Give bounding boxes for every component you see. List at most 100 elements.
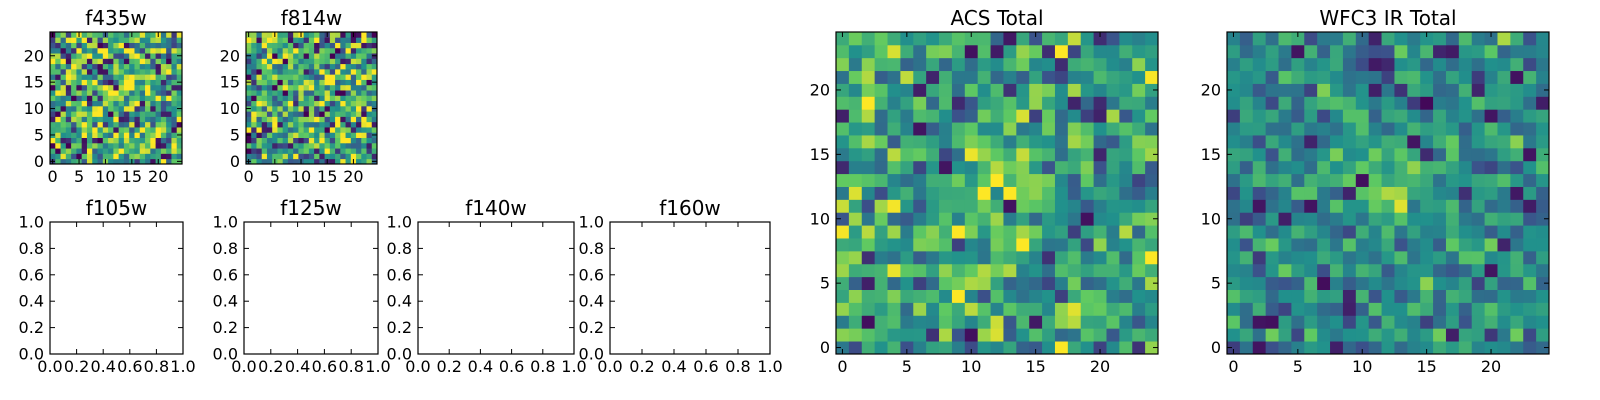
heatmap-cell bbox=[76, 42, 83, 49]
heatmap-cell bbox=[887, 57, 901, 72]
heatmap-cell bbox=[345, 121, 352, 128]
heatmap-cell bbox=[1471, 57, 1485, 72]
heatmap-cell bbox=[836, 276, 850, 290]
heatmap-cell bbox=[1433, 122, 1447, 136]
heatmap-cell bbox=[1458, 225, 1473, 239]
heatmap-cell bbox=[282, 127, 289, 133]
heatmap-cell bbox=[874, 225, 888, 239]
heatmap-cell bbox=[1304, 57, 1318, 72]
heatmap-cell bbox=[1317, 315, 1331, 329]
heatmap-cell bbox=[1317, 44, 1331, 59]
heatmap-cell bbox=[86, 121, 93, 128]
heatmap-cell bbox=[261, 105, 268, 112]
heatmap-cell bbox=[1407, 341, 1421, 355]
heatmap-cell bbox=[1484, 44, 1498, 59]
heatmap-cell bbox=[836, 212, 850, 226]
heatmap-cell bbox=[1080, 315, 1094, 329]
heatmap-cell bbox=[990, 263, 1004, 278]
heatmap-cell bbox=[298, 105, 305, 112]
heatmap-cell bbox=[1278, 276, 1292, 290]
heatmap-cell bbox=[329, 95, 336, 102]
y-tick-label: 0.8 bbox=[19, 239, 44, 258]
heatmap-cell bbox=[1536, 225, 1550, 239]
heatmap-cell bbox=[1080, 147, 1094, 162]
heatmap-cell bbox=[1458, 70, 1473, 84]
heatmap-cell bbox=[155, 111, 162, 117]
heatmap-cell bbox=[1497, 96, 1511, 110]
heatmap-cell bbox=[1227, 276, 1241, 290]
heatmap-cell bbox=[1265, 32, 1279, 46]
heatmap-cell bbox=[287, 100, 294, 107]
heatmap-cell bbox=[277, 158, 284, 165]
heatmap-cell bbox=[324, 132, 331, 138]
heatmap-cell bbox=[1342, 109, 1357, 123]
heatmap-cell bbox=[76, 111, 83, 117]
heatmap-cell bbox=[139, 84, 146, 91]
heatmap-cell bbox=[308, 63, 315, 70]
heatmap-cell bbox=[1291, 109, 1305, 123]
heatmap-cell bbox=[1132, 32, 1146, 46]
heatmap-cell bbox=[308, 132, 315, 138]
heatmap-cell bbox=[150, 95, 156, 102]
heatmap-cell bbox=[1145, 70, 1159, 84]
heatmap-cell bbox=[1132, 186, 1146, 200]
heatmap-cell bbox=[134, 95, 141, 102]
heatmap-cell bbox=[1067, 341, 1082, 355]
heatmap-cell bbox=[139, 79, 146, 86]
heatmap-cell bbox=[1330, 289, 1344, 303]
heatmap-cell bbox=[319, 100, 325, 107]
heatmap-cell bbox=[324, 63, 331, 70]
heatmap-cell bbox=[371, 58, 378, 65]
heatmap-cell bbox=[1106, 212, 1120, 226]
heatmap-cell bbox=[150, 158, 156, 165]
heatmap-cell bbox=[319, 132, 325, 138]
heatmap-cell bbox=[1484, 199, 1498, 213]
heatmap-cell bbox=[1054, 160, 1069, 175]
heatmap-cell bbox=[266, 137, 273, 144]
heatmap-cell bbox=[1523, 315, 1537, 329]
heatmap-cell bbox=[272, 95, 278, 102]
heatmap-cell bbox=[86, 111, 93, 117]
heatmap-cell bbox=[81, 142, 88, 149]
heatmap-cell bbox=[1510, 238, 1524, 252]
heatmap-cell bbox=[256, 100, 263, 107]
heatmap-cell bbox=[319, 121, 325, 128]
heatmap-cell bbox=[1132, 57, 1146, 72]
heatmap-cell bbox=[836, 238, 850, 252]
y-tick-label: 5 bbox=[34, 125, 44, 144]
heatmap-cell bbox=[150, 100, 156, 107]
heatmap-cell bbox=[55, 68, 61, 75]
heatmap-cell bbox=[86, 127, 93, 133]
heatmap-cell bbox=[951, 160, 966, 175]
heatmap-cell bbox=[1106, 225, 1120, 239]
heatmap-cell bbox=[887, 225, 901, 239]
heatmap-cell bbox=[308, 153, 315, 160]
heatmap-cell bbox=[113, 63, 120, 70]
heatmap-cell bbox=[55, 47, 61, 54]
heatmap-cell bbox=[139, 90, 146, 96]
panel-title: f105w bbox=[86, 196, 148, 220]
heatmap-cell bbox=[1042, 289, 1056, 303]
heatmap-cell bbox=[836, 199, 850, 213]
heatmap-cell bbox=[1304, 44, 1318, 59]
heatmap-cell bbox=[874, 96, 888, 110]
heatmap-cell bbox=[951, 109, 966, 123]
heatmap-cell bbox=[251, 63, 257, 70]
heatmap-cell bbox=[1304, 341, 1318, 355]
heatmap-cell bbox=[176, 153, 183, 160]
heatmap-cell bbox=[1291, 341, 1305, 355]
heatmap-cell bbox=[836, 186, 850, 200]
x-tick-label: 20 bbox=[343, 167, 363, 186]
heatmap-cell bbox=[913, 32, 927, 46]
heatmap-cell bbox=[340, 58, 346, 65]
heatmap-cell bbox=[1239, 289, 1254, 303]
heatmap-cell bbox=[1119, 186, 1133, 200]
heatmap-cell bbox=[1394, 186, 1408, 200]
heatmap-cell bbox=[371, 42, 378, 49]
heatmap-cell bbox=[287, 132, 294, 138]
heatmap-cell bbox=[1355, 212, 1370, 226]
heatmap-cell bbox=[251, 142, 257, 149]
heatmap-cell bbox=[282, 47, 289, 54]
heatmap-cell bbox=[1016, 315, 1030, 329]
heatmap-cell bbox=[340, 68, 346, 75]
